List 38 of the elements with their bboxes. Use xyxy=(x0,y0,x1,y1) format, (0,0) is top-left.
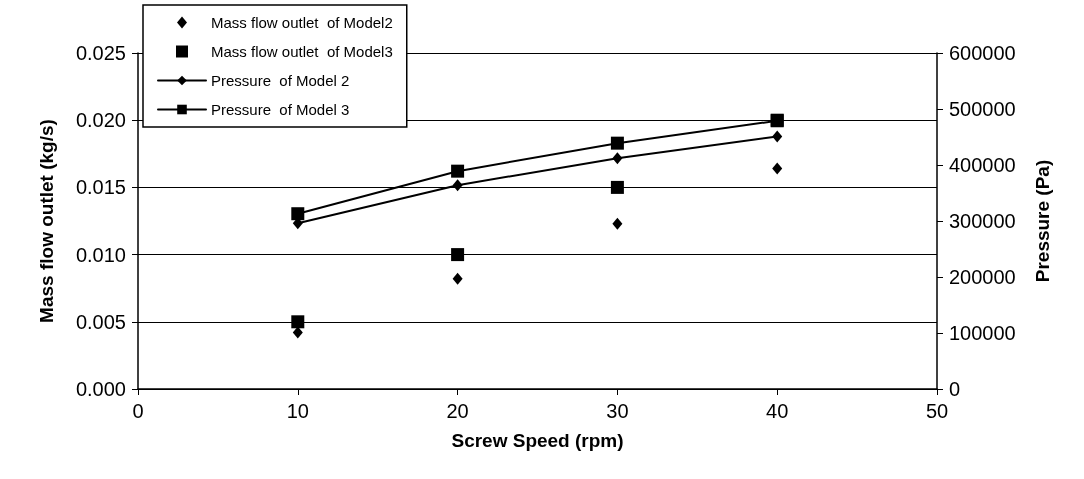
point xyxy=(451,164,465,178)
point xyxy=(291,315,305,329)
y2-tick-label: 200000 xyxy=(949,266,1016,288)
x-tick-label: 10 xyxy=(286,400,309,422)
y-tick-label: 0.020 xyxy=(75,109,126,132)
y-tick-label: 0.000 xyxy=(75,378,126,400)
point xyxy=(772,130,783,143)
y2-tick-label: 300000 xyxy=(949,210,1016,232)
y2-tick-label: 400000 xyxy=(949,154,1016,176)
point xyxy=(610,136,624,150)
x-tick-label: 20 xyxy=(446,400,469,422)
point xyxy=(452,179,463,192)
legend-label: Mass flow outlet of Model2 xyxy=(211,14,393,31)
y2-tick-label: 100000 xyxy=(949,322,1016,344)
x-tick-label: 50 xyxy=(925,400,949,422)
y2-tick-label: 600000 xyxy=(949,42,1016,64)
y-tick-label: 0.025 xyxy=(75,42,126,64)
y-axis-title: Mass flow outlet (kg/s) xyxy=(36,119,57,323)
point xyxy=(612,217,623,230)
point xyxy=(610,180,624,194)
point xyxy=(772,162,783,175)
y2-tick-label: 500000 xyxy=(949,98,1016,120)
y-tick-label: 0.010 xyxy=(75,243,126,266)
point xyxy=(291,207,305,221)
x-tick-label: 0 xyxy=(132,400,144,422)
legend-label: Pressure of Model 2 xyxy=(211,72,350,89)
y2-tick-label: 0 xyxy=(949,378,961,400)
x-axis-title: Screw Speed (rpm) xyxy=(451,430,624,451)
x-tick-label: 40 xyxy=(766,400,789,422)
point xyxy=(451,248,465,262)
point xyxy=(612,152,623,165)
y2-axis-title: Pressure (Pa) xyxy=(1032,159,1053,283)
y-tick-label: 0.005 xyxy=(75,310,126,333)
point xyxy=(452,272,463,285)
x-tick-label: 30 xyxy=(606,400,629,422)
legend-label: Pressure of Model 3 xyxy=(211,101,350,118)
y-tick-label: 0.015 xyxy=(75,176,126,199)
legend-label: Mass flow outlet of Model3 xyxy=(211,43,393,60)
